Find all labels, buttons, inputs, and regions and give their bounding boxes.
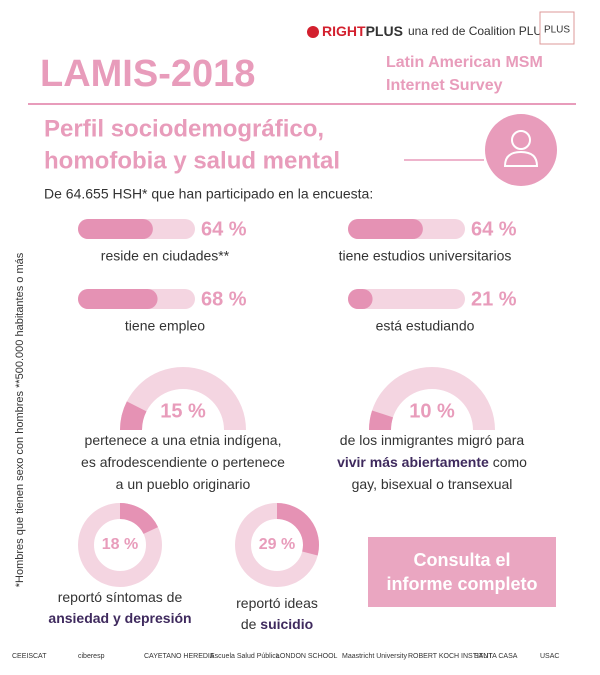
- button-text[interactable]: informe completo: [386, 574, 537, 594]
- bar: [348, 289, 373, 309]
- footer-logo: CAYETANO HEREDIA: [144, 653, 215, 660]
- caption: pertenece a una etnia indígena,: [85, 432, 282, 448]
- caption-part: de: [241, 616, 257, 632]
- caption-part: ansiedad y depresión: [48, 610, 191, 626]
- caption-part: a un pueblo originario: [116, 476, 251, 492]
- value-label: 15 %: [160, 400, 206, 422]
- caption-part: suicidio: [256, 616, 313, 632]
- caption: reportó ideas: [236, 595, 318, 611]
- caption-part: reportó síntomas de: [58, 589, 183, 605]
- value-label: 18 %: [102, 536, 138, 553]
- brand-icon: [307, 26, 319, 38]
- caption-part: pertenece a una etnia indígena,: [85, 432, 282, 448]
- footnote: *Hombres que tienen sexo con hombres **5…: [14, 252, 26, 587]
- plus-logo-text: PLUS: [544, 25, 570, 36]
- caption-part: gay, bisexual o transexual: [352, 476, 513, 492]
- caption: reside en ciudades**: [101, 248, 230, 264]
- value-label: 10 %: [409, 400, 455, 422]
- survey: Latin American MSM: [386, 54, 543, 71]
- footer-logo: Maastricht University: [342, 653, 407, 660]
- footer-logo: ROBERT KOCH INSTITUT: [408, 653, 493, 660]
- bar: [78, 219, 153, 239]
- footer-logo: Escuela Salud Pública: [210, 653, 280, 660]
- value-label: 29 %: [259, 536, 295, 553]
- title: LAMIS-2018: [40, 53, 255, 95]
- bar-track: [348, 289, 465, 309]
- survey: Internet Survey: [386, 77, 503, 94]
- caption-part: como: [489, 454, 527, 470]
- brand-part: PLUS: [366, 23, 403, 39]
- brand-sub: una red de Coalition PLUS: [408, 24, 550, 38]
- plus-logo: [539, 11, 575, 45]
- header: RIGHTPLUS una red de Coalition PLUS PLUS…: [28, 11, 576, 105]
- footer-logo: LONDON SCHOOL: [276, 653, 338, 660]
- brand: RIGHTPLUS: [322, 23, 403, 39]
- value-label: 64 %: [471, 218, 517, 240]
- caption: de los inmigrantes migró para: [340, 432, 525, 448]
- button-text[interactable]: Consulta el: [413, 550, 510, 570]
- footer-logo: USAC: [540, 653, 559, 660]
- caption: reportó síntomas de: [58, 589, 183, 605]
- caption-part: vivir más abiertamente: [337, 454, 489, 470]
- value-label: 68 %: [201, 288, 247, 310]
- intro: De 64.655 HSH* que han participado en la…: [44, 186, 373, 202]
- button[interactable]: Consulta el informe completo: [368, 537, 556, 607]
- gauge-track: [369, 367, 495, 431]
- caption-part: de los inmigrantes migró para: [340, 432, 525, 448]
- person-icon: [485, 114, 557, 186]
- subtitle: Perfil sociodemográfico,: [44, 115, 324, 142]
- gauge-value: [369, 410, 394, 431]
- subtitle: homofobia y salud mental: [44, 147, 340, 174]
- caption-part: es afrodescendiente o pertenece: [81, 454, 285, 470]
- donut-value: [119, 503, 159, 535]
- value-label: 21 %: [471, 288, 517, 310]
- footer-logo: ciberesp: [78, 653, 105, 660]
- caption: es afrodescendiente o pertenece: [81, 454, 285, 470]
- gauge-value: [120, 401, 147, 431]
- bar: [78, 289, 158, 309]
- caption: vivir más abiertamente como: [337, 454, 527, 470]
- caption: está estudiando: [376, 318, 475, 334]
- caption-part: reportó ideas: [236, 595, 318, 611]
- button-bg[interactable]: [368, 537, 556, 607]
- caption: de suicidio: [241, 616, 313, 632]
- caption: a un pueblo originario: [116, 476, 251, 492]
- footer-logo: CEEISCAT: [12, 653, 47, 660]
- bar: [348, 219, 423, 239]
- value-label: 64 %: [201, 218, 247, 240]
- donut-value: [276, 503, 319, 556]
- caption: tiene estudios universitarios: [339, 248, 512, 264]
- caption: gay, bisexual o transexual: [352, 476, 513, 492]
- brand-part: RIGHT: [322, 23, 366, 39]
- footer-logo: SANTA CASA: [474, 653, 518, 660]
- caption: ansiedad y depresión: [48, 610, 191, 626]
- caption: tiene empleo: [125, 318, 205, 334]
